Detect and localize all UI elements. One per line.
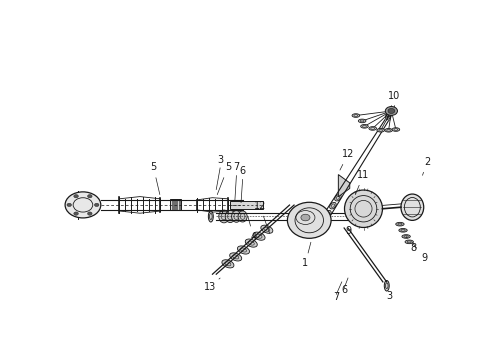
Circle shape xyxy=(388,108,395,113)
Text: 7: 7 xyxy=(333,292,340,302)
Text: 6: 6 xyxy=(240,166,245,176)
Circle shape xyxy=(74,194,78,198)
Text: 5: 5 xyxy=(150,162,160,194)
Text: 4: 4 xyxy=(248,217,256,242)
Text: 3: 3 xyxy=(386,291,392,301)
Ellipse shape xyxy=(358,119,366,123)
Text: 1: 1 xyxy=(302,242,311,269)
Ellipse shape xyxy=(344,190,383,228)
Ellipse shape xyxy=(232,211,241,222)
Ellipse shape xyxy=(324,210,331,217)
Ellipse shape xyxy=(396,222,404,226)
Text: 2: 2 xyxy=(422,157,430,175)
Ellipse shape xyxy=(405,240,414,244)
Text: 8: 8 xyxy=(406,237,417,253)
Text: 10: 10 xyxy=(389,91,401,101)
Text: 12: 12 xyxy=(340,149,354,170)
Ellipse shape xyxy=(387,108,392,114)
Ellipse shape xyxy=(208,211,213,222)
Text: 7: 7 xyxy=(233,162,240,172)
Bar xyxy=(170,199,181,211)
Text: 3: 3 xyxy=(217,154,223,165)
Ellipse shape xyxy=(238,211,247,222)
Ellipse shape xyxy=(384,280,389,291)
Ellipse shape xyxy=(288,202,331,238)
Text: 5: 5 xyxy=(217,162,231,195)
Ellipse shape xyxy=(335,194,341,201)
Circle shape xyxy=(88,212,92,215)
Ellipse shape xyxy=(361,125,368,128)
Ellipse shape xyxy=(230,253,242,261)
Bar xyxy=(230,201,263,209)
Ellipse shape xyxy=(401,194,424,220)
Ellipse shape xyxy=(386,111,392,117)
Ellipse shape xyxy=(377,129,385,132)
Ellipse shape xyxy=(399,229,407,232)
Circle shape xyxy=(301,214,310,221)
Ellipse shape xyxy=(385,114,391,120)
Ellipse shape xyxy=(245,239,257,247)
Ellipse shape xyxy=(385,129,392,132)
Ellipse shape xyxy=(238,246,249,254)
Text: 9: 9 xyxy=(413,243,427,263)
Ellipse shape xyxy=(330,202,336,209)
Text: 13: 13 xyxy=(204,278,220,292)
Polygon shape xyxy=(339,175,350,197)
Circle shape xyxy=(67,203,72,207)
Ellipse shape xyxy=(225,210,235,222)
Text: 9: 9 xyxy=(345,226,351,236)
Ellipse shape xyxy=(369,127,376,130)
Ellipse shape xyxy=(352,114,360,117)
Ellipse shape xyxy=(219,210,229,223)
Circle shape xyxy=(95,203,99,207)
Circle shape xyxy=(385,107,397,116)
Text: 6: 6 xyxy=(341,285,347,296)
Ellipse shape xyxy=(402,235,410,238)
Circle shape xyxy=(65,192,101,218)
Ellipse shape xyxy=(392,128,400,131)
Circle shape xyxy=(74,212,78,215)
Circle shape xyxy=(88,194,92,198)
Ellipse shape xyxy=(253,232,265,240)
Text: 11: 11 xyxy=(355,170,369,195)
Ellipse shape xyxy=(222,260,234,268)
Text: 12: 12 xyxy=(253,201,270,233)
Ellipse shape xyxy=(261,225,273,233)
